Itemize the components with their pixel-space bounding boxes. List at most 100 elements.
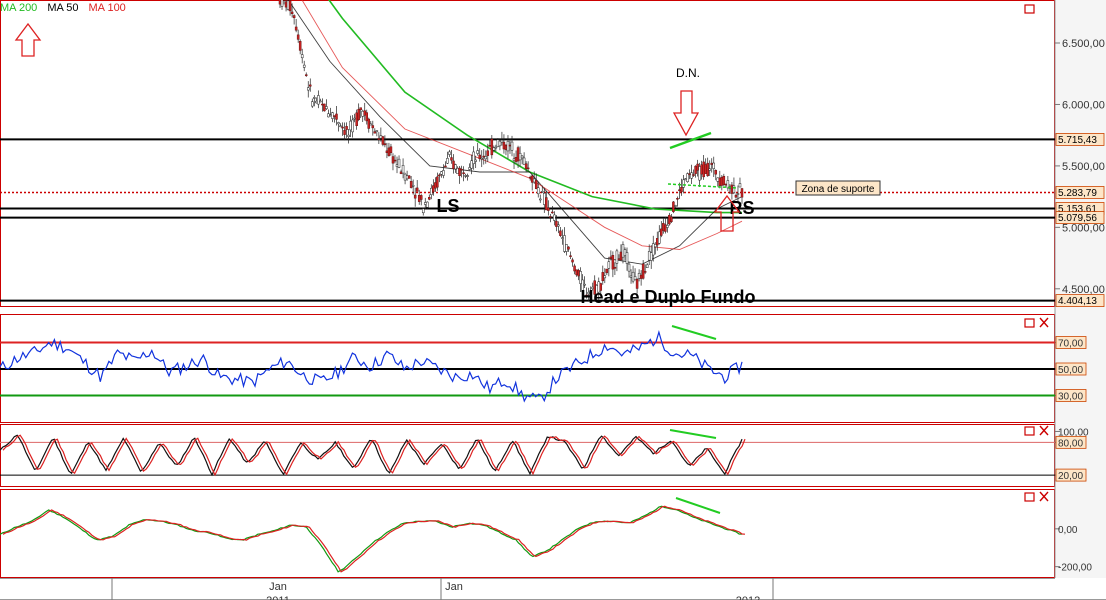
candle-body (551, 211, 554, 214)
candle-body (700, 164, 703, 175)
candle-body (333, 115, 336, 117)
price-ytick-label: 6.000,00 (1062, 99, 1105, 111)
candle-body (633, 276, 637, 281)
candle-body (280, 0, 284, 7)
candle-body (436, 176, 439, 188)
candle-body (387, 147, 391, 156)
candle-body (365, 112, 369, 122)
candle-body (349, 120, 352, 131)
candle-body (704, 164, 707, 174)
candle-body (496, 139, 500, 147)
candle-body (656, 238, 659, 246)
candle-body (613, 266, 617, 269)
macd-window-icon[interactable] (1024, 492, 1035, 502)
candle-body (490, 138, 494, 156)
candle-body (367, 118, 371, 129)
osc-ytick-label: 50,00 (1058, 365, 1083, 376)
price-panel-frame (0, 0, 1055, 307)
candle-body (514, 157, 518, 162)
candle-body (446, 158, 449, 164)
candle-body (569, 255, 572, 257)
candle-body (428, 197, 431, 200)
candle-body (526, 167, 530, 170)
candle-body (494, 146, 498, 149)
osc-ytick-label: 30,00 (1058, 392, 1083, 403)
stoch-close-icon[interactable] (1039, 425, 1049, 436)
candle-body (413, 194, 417, 199)
macd-plot: 0,00 -200,00 (0, 505, 1092, 574)
price-ytick-label: 4.500,00 (1062, 284, 1105, 296)
candle-body (672, 201, 675, 213)
candle-body (629, 275, 633, 278)
candle-body (325, 106, 328, 110)
y-axis-strip (1055, 0, 1106, 578)
down-arrow-icon (672, 90, 700, 137)
candle-body (518, 152, 522, 161)
candle-body (549, 216, 552, 218)
time-label-2011: 2011 (266, 595, 290, 600)
candle-body (424, 202, 427, 205)
legend-ma200[interactable]: MA 200 (0, 2, 38, 14)
rsi-close-icon[interactable] (1039, 317, 1049, 328)
candle-body (541, 191, 544, 193)
candle-body (530, 175, 534, 183)
candle-body (339, 125, 342, 128)
candle-body (395, 164, 399, 167)
candle-body (391, 156, 395, 164)
candle-body (583, 283, 586, 286)
candle-body (302, 64, 306, 68)
candle-body (734, 195, 738, 198)
osc-ytick-label: 0,00 (1058, 525, 1078, 536)
rsi-plot: 70,00 50,00 30,00 (0, 329, 1087, 403)
candle-body (692, 174, 695, 176)
price-window-icon[interactable] (1024, 4, 1035, 14)
candle-body (561, 237, 564, 239)
candle-body (543, 193, 546, 205)
up-arrow-icon (14, 22, 42, 57)
candle-body (720, 177, 724, 186)
candle-body (724, 183, 728, 186)
candle-body (298, 41, 302, 51)
candle-body (450, 157, 453, 161)
candle-body (341, 126, 344, 129)
legend-ma100[interactable]: MA 100 (88, 2, 126, 14)
candle-body (524, 163, 528, 170)
stoch-window-icon[interactable] (1024, 426, 1035, 436)
candle-body (323, 103, 326, 112)
candle-body (405, 175, 409, 180)
candle-body (474, 159, 477, 162)
candle-body (686, 173, 689, 183)
candle-body (528, 176, 532, 179)
price-level-tag-label: 5.079,56 (1058, 213, 1097, 224)
candle-body (623, 249, 627, 256)
candle-body (482, 155, 486, 158)
price-level-tag (1055, 186, 1105, 199)
candle-body (581, 279, 584, 292)
candle-body (345, 126, 348, 130)
macd-close-icon[interactable] (1039, 491, 1049, 502)
legend-ma50[interactable]: MA 50 (47, 2, 79, 14)
candle-body (313, 97, 316, 99)
candle-body (411, 185, 415, 187)
macd-divergence-line (675, 497, 721, 514)
candle-body (573, 265, 576, 272)
candle-body (536, 187, 540, 195)
candle-body (290, 11, 294, 14)
candle-body (377, 138, 381, 140)
candle-body (710, 162, 713, 165)
candle-body (690, 172, 693, 179)
rsi-window-icon[interactable] (1024, 318, 1035, 328)
candle-body (545, 197, 548, 211)
candle-body (516, 147, 520, 162)
candle-body (607, 261, 611, 269)
osc-main-line (0, 329, 743, 403)
candle-body (508, 144, 512, 147)
candle-body (389, 146, 393, 153)
candle-body (504, 144, 508, 150)
candle-body (682, 179, 685, 188)
candle-body (649, 252, 653, 261)
candle-body (488, 145, 492, 147)
candle-body (319, 100, 322, 103)
candle-body (294, 26, 298, 31)
stoch-divergence-line (669, 429, 717, 439)
